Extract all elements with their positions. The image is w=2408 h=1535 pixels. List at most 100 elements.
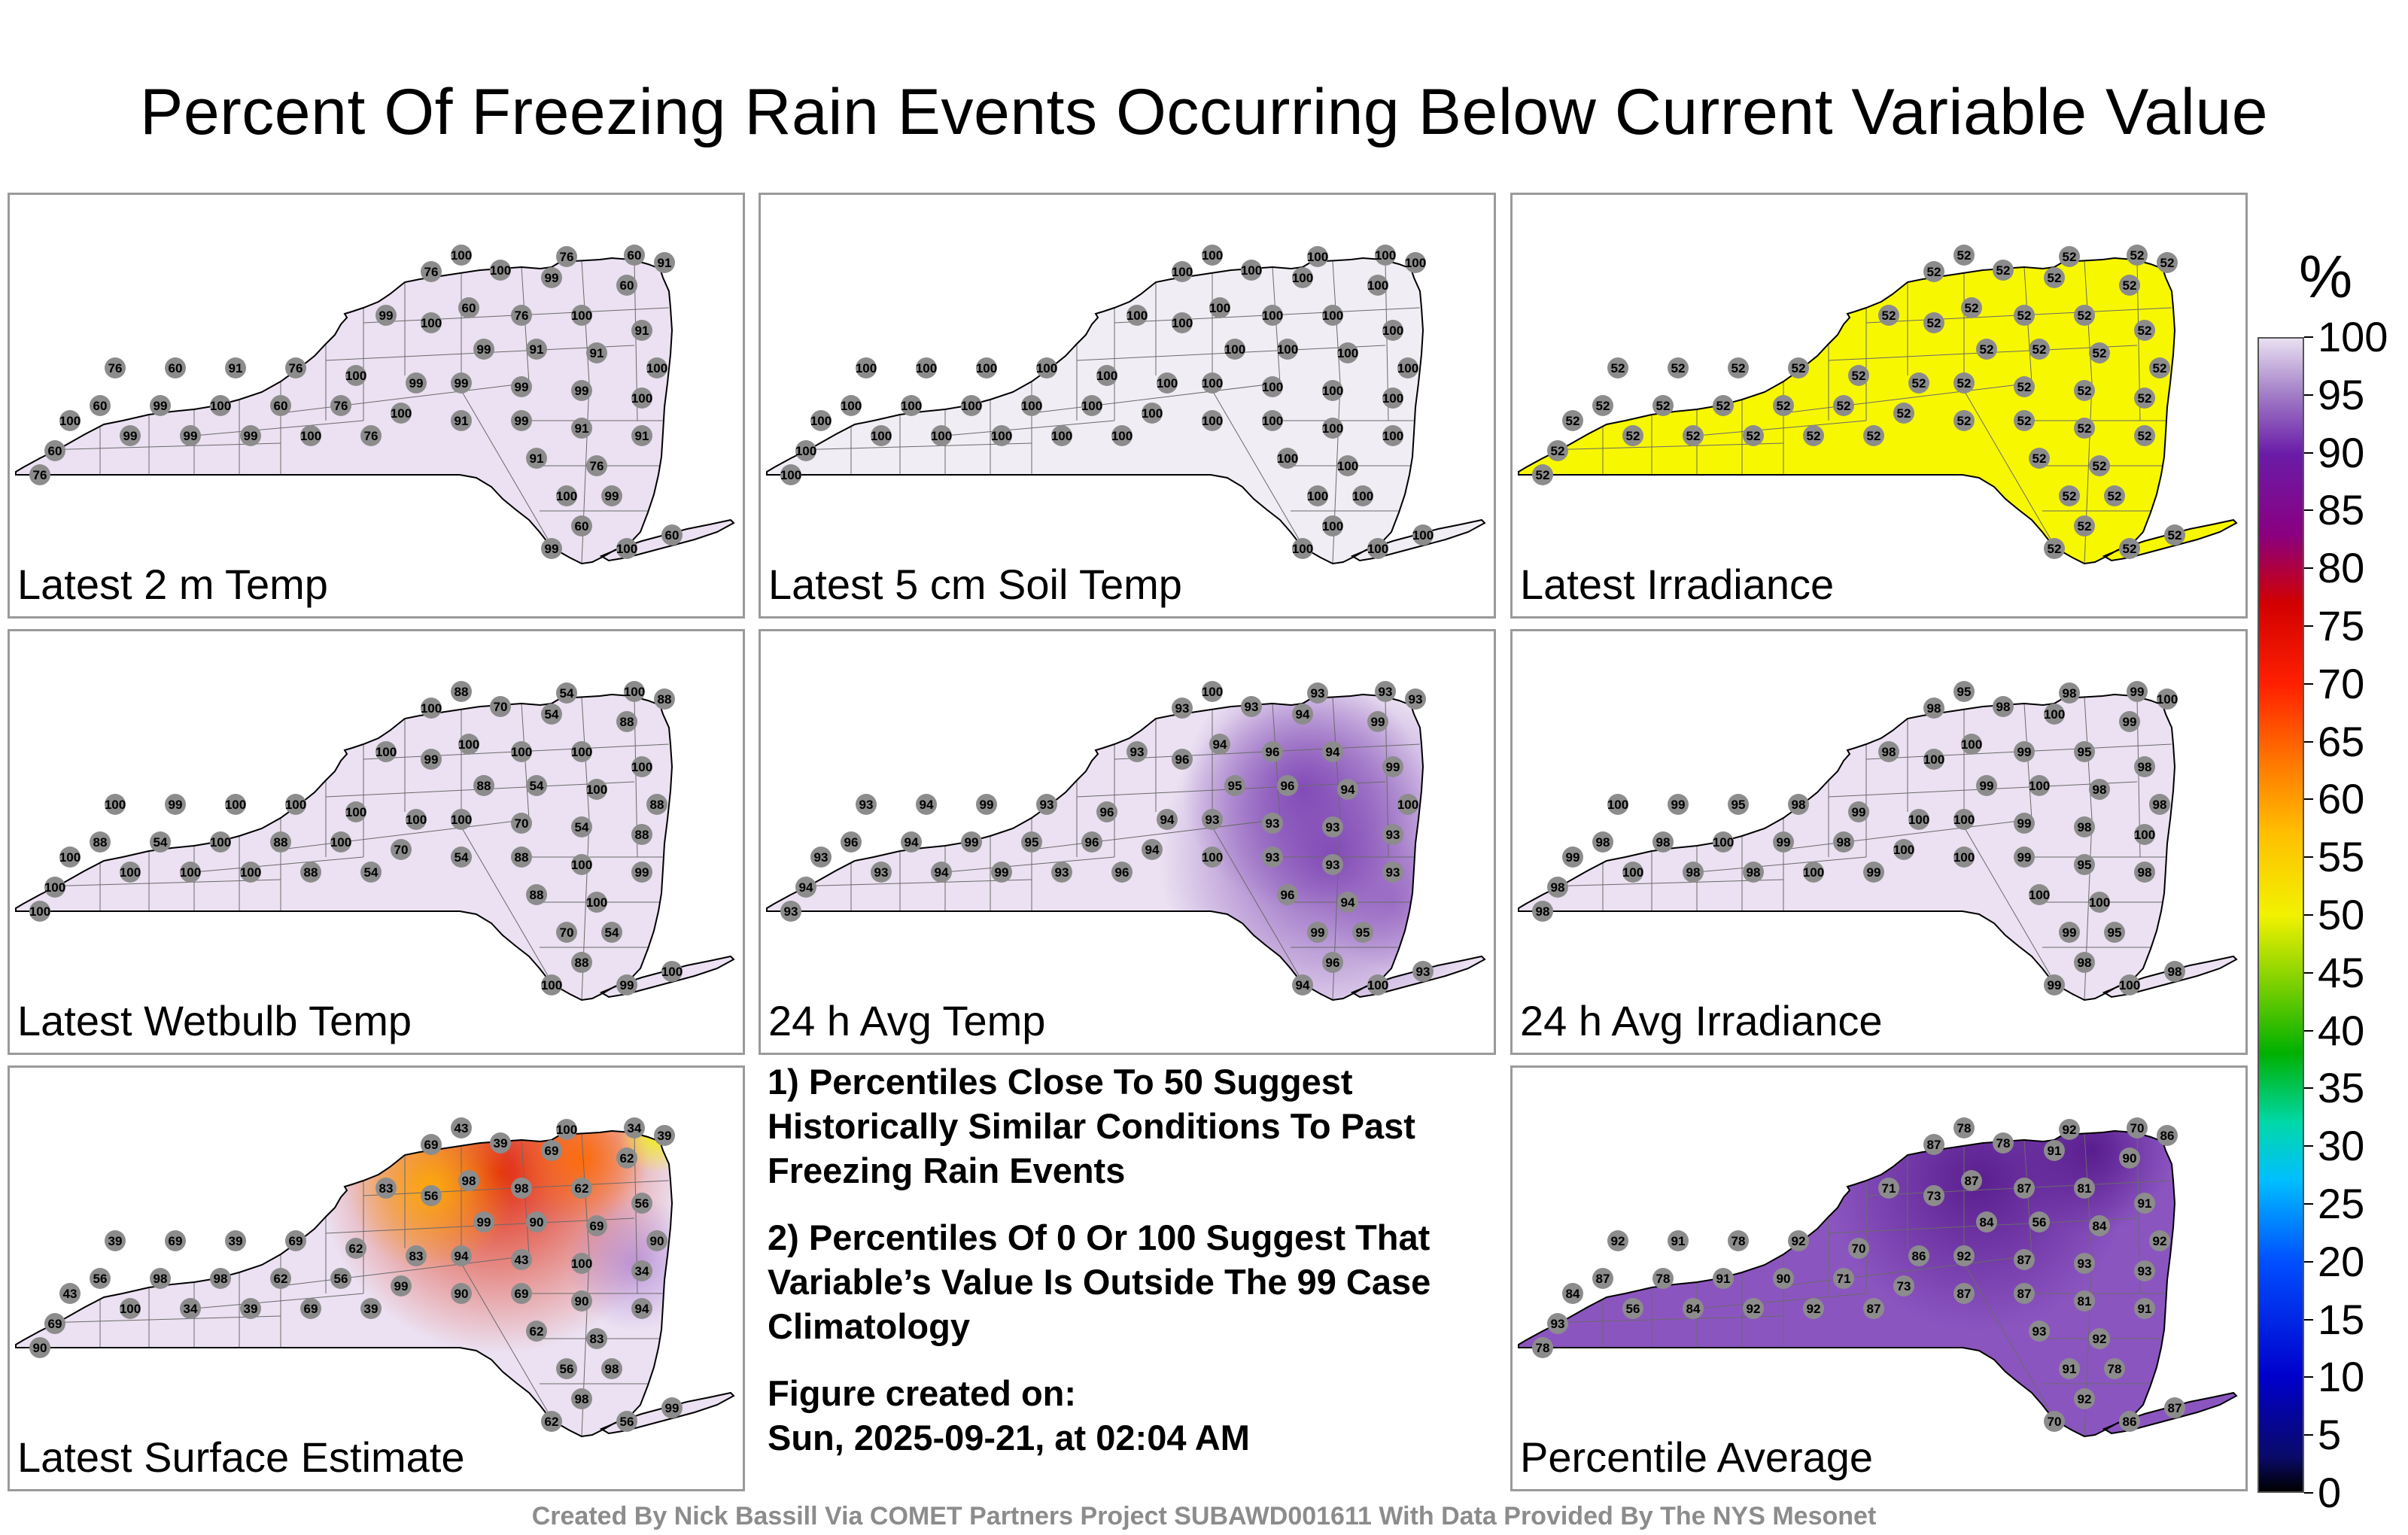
station-marker: 62 [616,1147,637,1169]
station-value: 69 [424,1138,439,1152]
station-value: 100 [2044,707,2065,722]
station-value: 100 [795,444,816,458]
station-marker: 98 [1683,862,1704,883]
station-marker: 100 [345,365,366,386]
station-value: 99 [394,1279,409,1293]
station-value: 99 [545,271,559,285]
station-marker: 99 [1863,862,1884,883]
station-value: 93 [1130,745,1145,759]
station-marker: 96 [841,831,862,853]
station-marker: 100 [616,538,637,559]
station-marker: 100 [556,485,577,506]
station-marker: 100 [1405,252,1426,273]
station-marker: 94 [451,1245,472,1266]
station-value: 52 [2108,489,2122,503]
station-value: 34 [635,1264,649,1278]
station-marker: 70 [511,813,532,834]
station-marker: 99 [2044,974,2065,995]
station-value: 95 [2078,745,2092,759]
station-value: 100 [571,858,592,872]
station-value: 98 [1996,700,2011,714]
station-value: 93 [814,850,829,865]
colorbar-tick: 100 [2304,316,2402,358]
station-marker: 92 [2089,1328,2110,1349]
station-value: 100 [1202,850,1223,865]
station-value: 96 [1085,835,1099,850]
station-value: 52 [1777,399,1791,413]
station-marker: 100 [1803,862,1824,883]
station-marker: 52 [1668,357,1689,378]
station-value: 100 [210,399,231,413]
colorbar-tick: 10 [2304,1356,2402,1398]
station-value: 100 [391,406,412,421]
station-marker: 90 [1773,1268,1794,1289]
station-marker: 93 [1375,681,1396,702]
station-marker: 54 [571,816,592,837]
station-value: 100 [1908,813,1929,827]
station-marker: 91 [2044,1140,2065,1161]
station-marker: 71 [1833,1268,1854,1289]
station-value: 100 [240,865,261,880]
station-marker: 100 [1081,395,1102,416]
station-value: 87 [2168,1401,2182,1415]
map-panel-percentile-average: 78 92 70 86 87 78 91 90 71 73 87 87 81 91 84 56 84 92 92 87… [1510,1065,2248,1491]
station-value: 100 [1397,361,1418,375]
station-marker: 99 [541,267,562,288]
station-marker: 69 [586,1215,607,1236]
station-value: 56 [334,1272,348,1286]
station-value: 52 [2017,309,2032,323]
value-contour [2009,1131,2175,1233]
station-value: 95 [1025,835,1039,850]
station-value: 100 [1036,361,1057,375]
station-value: 52 [2078,519,2092,533]
station-marker: 90 [29,1337,50,1358]
station-value: 100 [1202,248,1223,263]
station-marker: 34 [180,1298,201,1319]
station-value: 93 [1055,865,1069,880]
station-value: 100 [1262,309,1283,323]
station-marker: 88 [526,884,547,905]
station-value: 95 [2108,926,2122,940]
station-value: 95 [1356,926,1370,940]
station-value: 100 [916,361,937,375]
station-value: 100 [1209,301,1230,315]
station-value: 93 [1311,686,1325,701]
station-value: 98 [2138,865,2152,880]
station-value: 100 [1412,528,1434,543]
station-marker: 87 [2014,1283,2035,1304]
station-value: 60 [274,399,288,413]
station-marker: 87 [1863,1298,1884,1319]
station-value: 52 [1957,248,1972,263]
station-marker: 91 [451,410,472,431]
station-value: 99 [477,342,491,357]
station-marker: 99 [451,372,472,394]
station-value: 52 [1716,399,1731,413]
station-marker: 93 [2134,1260,2155,1281]
station-marker: 92 [1607,1230,1628,1251]
panel-label: 24 h Avg Irradiance [1520,997,1883,1044]
station-value: 99 [1980,779,1994,793]
station-marker: 99 [180,425,201,446]
station-value: 69 [48,1317,62,1331]
station-value: 87 [1867,1302,1881,1316]
county-border [193,1293,364,1309]
station-marker: 91 [631,320,652,341]
station-marker: 98 [1547,877,1568,898]
station-value: 99 [169,798,183,812]
station-value: 91 [530,451,544,466]
station-value: 60 [462,301,476,315]
panel-label: Latest 5 cm Soil Temp [768,561,1182,608]
station-marker: 87 [1923,1134,1944,1155]
station-value: 98 [1536,904,1550,919]
station-value: 54 [530,779,544,793]
station-value: 94 [1296,707,1310,722]
colorbar-tick: 50 [2304,894,2402,936]
station-marker: 52 [1993,260,2014,281]
station-marker: 93 [1412,961,1434,982]
station-marker: 91 [2134,1193,2155,1214]
station-marker: 76 [330,395,351,416]
station-value: 76 [108,361,123,375]
ny-state-map: 88 54 100 88 100 70 54 88 100 99 100 100 100 100 88 54 1… [15,681,735,1002]
station-marker: 99 [473,1211,494,1233]
station-marker: 100 [1172,261,1193,282]
